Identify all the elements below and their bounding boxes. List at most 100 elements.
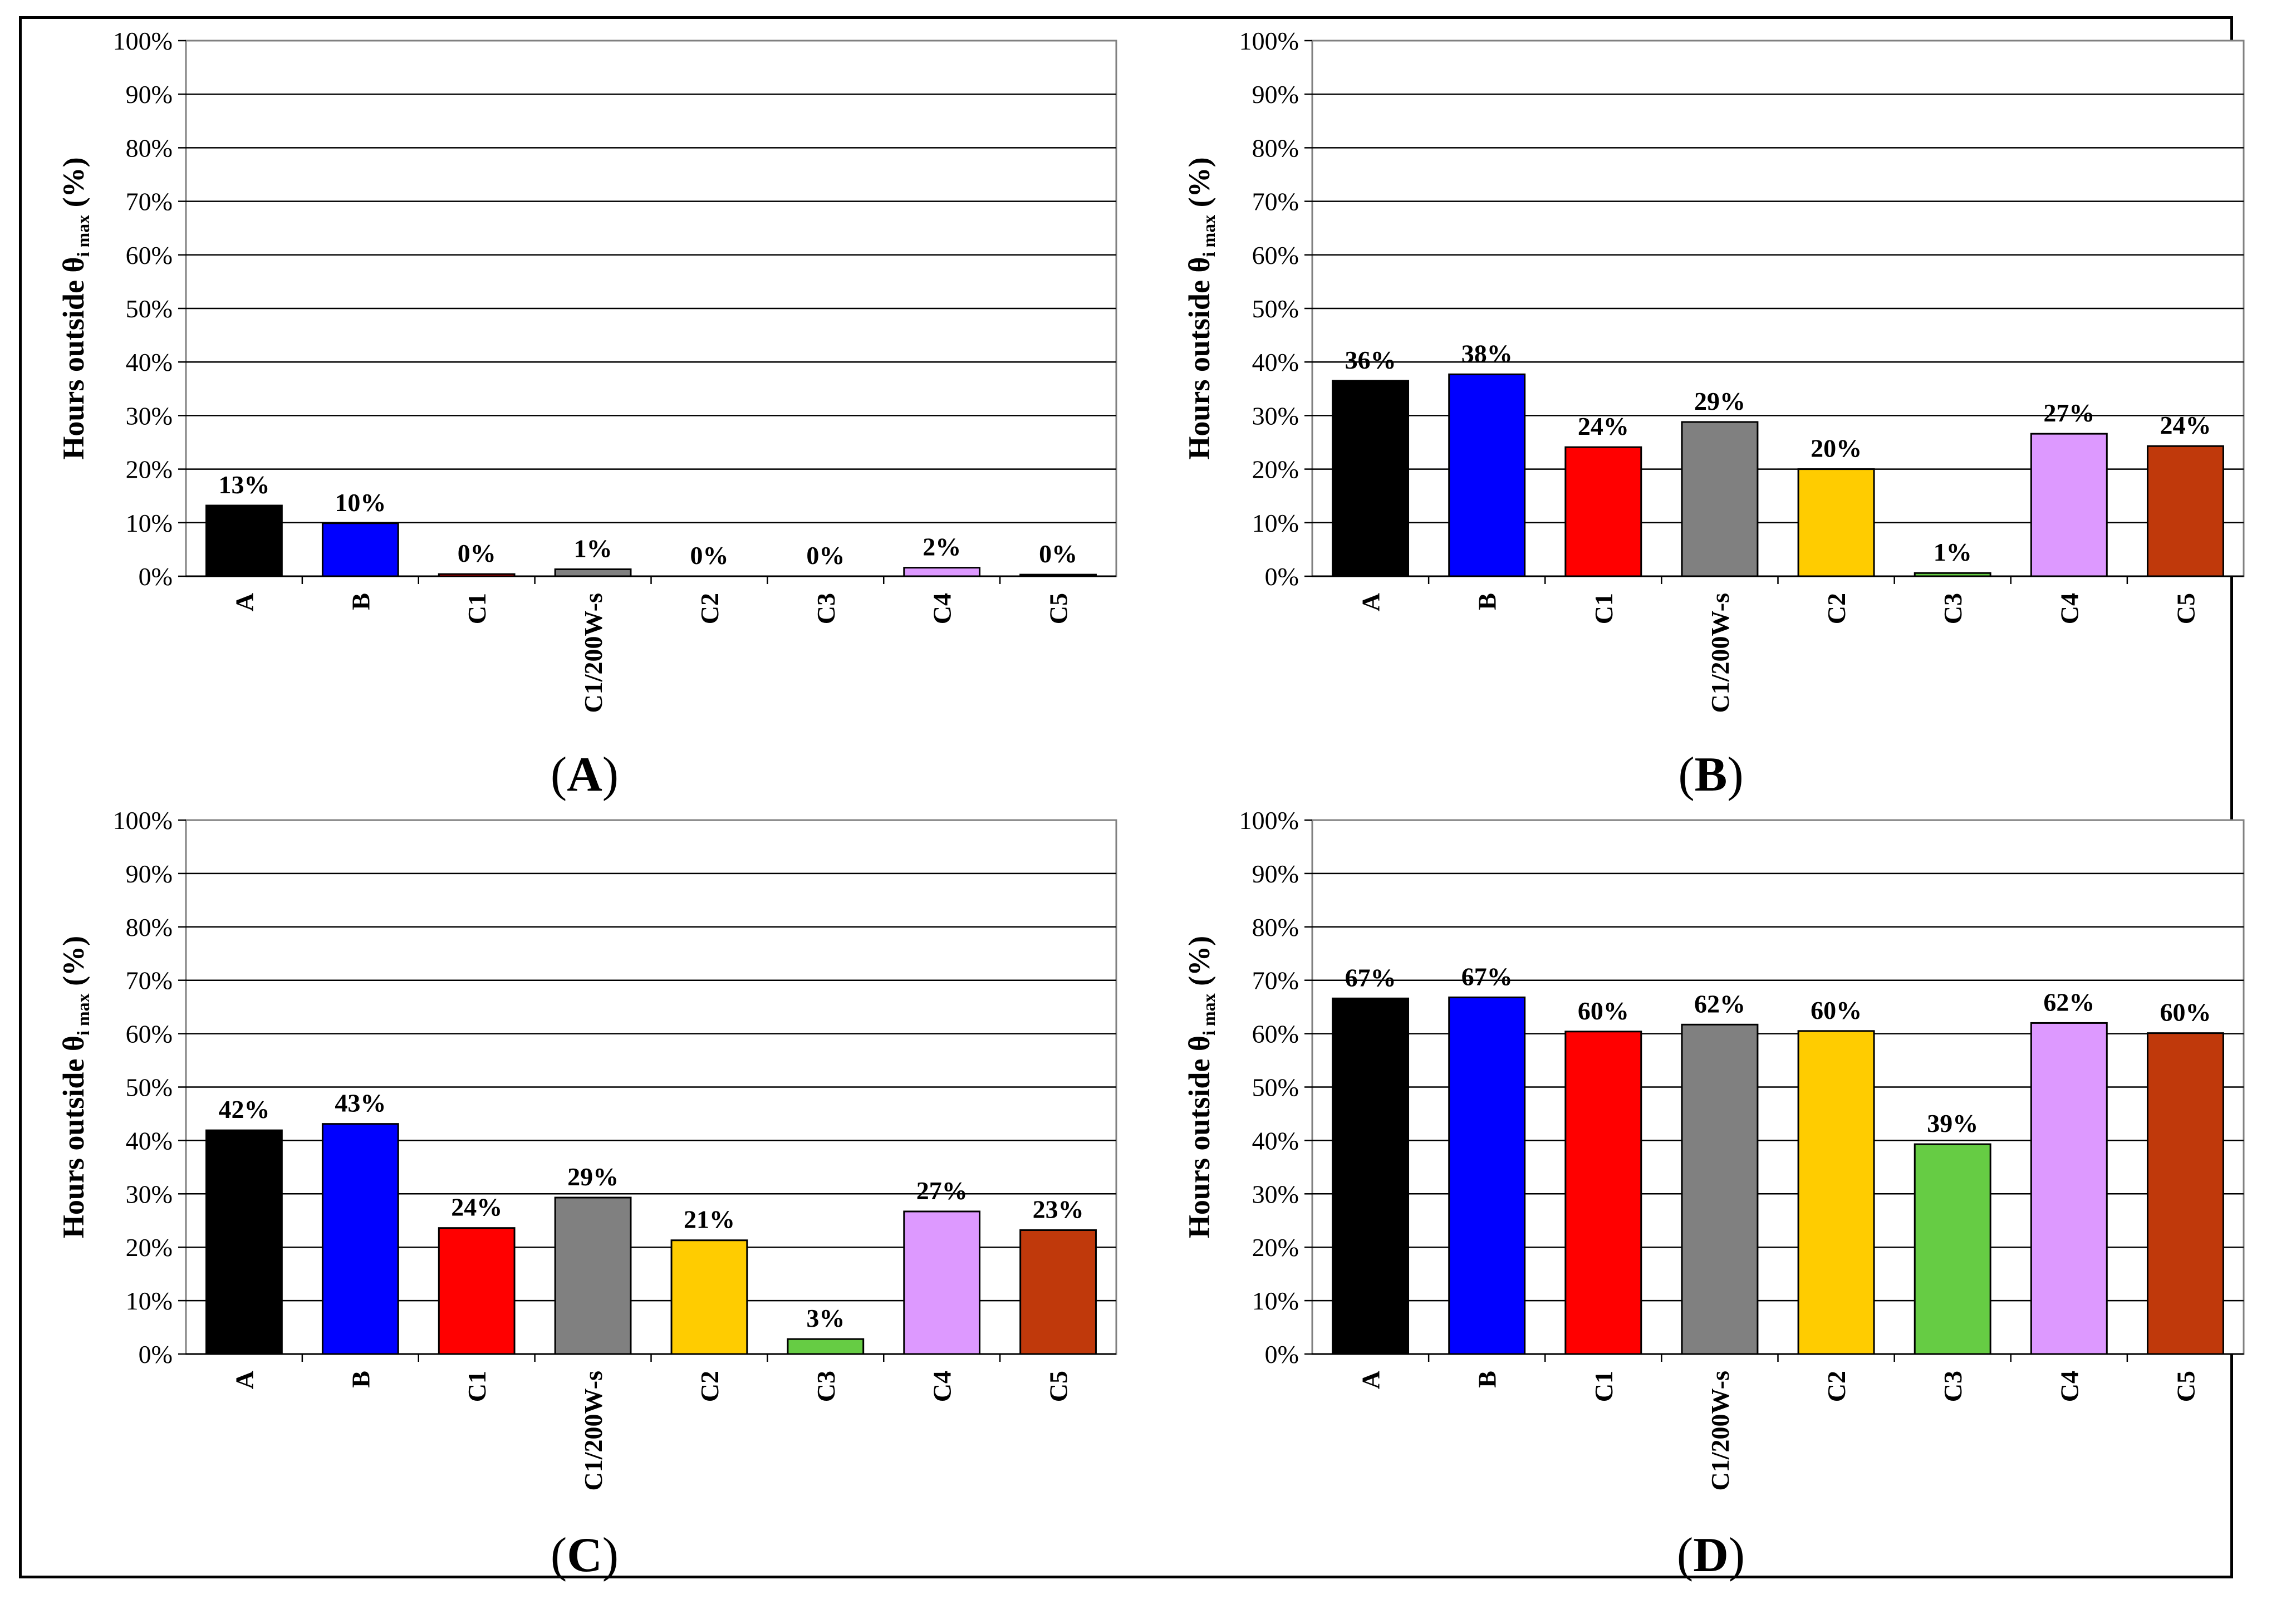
data-label: 27%: [916, 1176, 968, 1205]
data-label: 21%: [684, 1205, 735, 1234]
y-tick-label: 50%: [126, 295, 173, 323]
bar-c4: [903, 567, 981, 577]
data-label: 0%: [458, 539, 496, 567]
bar-c3: [1914, 572, 1991, 577]
bar-a: [205, 504, 283, 577]
bar-a: [205, 1129, 283, 1355]
x-category-label: C3: [1939, 593, 1967, 624]
y-tick-label: 30%: [126, 401, 173, 430]
y-tick-label: 0%: [139, 562, 173, 591]
chart-panel-d: 0% 10% 20% 30% 40% 50% 60% 70% 80% 90% 100% 67% A 67%…: [1183, 806, 2245, 1582]
x-category-label: B: [1473, 1371, 1502, 1388]
bar-c5: [2146, 1032, 2224, 1355]
x-category-label: B: [346, 1371, 375, 1388]
chart-panel-c: 0% 10% 20% 30% 40% 50% 60% 70% 80% 90% 100% 42% A 43%…: [57, 806, 1117, 1582]
y-tick-label: 50%: [126, 1073, 173, 1102]
y-tick-label: 90%: [126, 860, 173, 888]
panel-label: (A): [551, 748, 619, 802]
bar-b: [1448, 373, 1526, 577]
y-tick-label: 30%: [1252, 1180, 1299, 1208]
y-axis-label: Hours outside θi max (%): [1183, 157, 1219, 459]
x-category-label: C3: [812, 1371, 840, 1402]
data-label: 0%: [806, 541, 845, 570]
bar-c4: [2030, 433, 2108, 577]
data-label: 10%: [335, 488, 386, 517]
data-label: 0%: [1039, 539, 1077, 568]
x-category-label: C5: [1044, 593, 1073, 624]
data-label: 36%: [1345, 346, 1396, 374]
y-tick-label: 70%: [1252, 188, 1299, 216]
x-category-label: C1/200W-s: [1706, 593, 1734, 713]
data-label: 1%: [574, 534, 612, 562]
y-tick-label: 40%: [1252, 348, 1299, 376]
y-tick-label: 0%: [139, 1340, 173, 1368]
x-category-label: C1: [463, 593, 491, 624]
x-category-label: A: [230, 1371, 258, 1389]
bar-a: [1332, 997, 1410, 1355]
x-category-label: C4: [2055, 1371, 2083, 1402]
y-tick-label: 40%: [126, 1126, 173, 1155]
y-tick-label: 20%: [126, 455, 173, 484]
data-label: 60%: [1578, 997, 1629, 1025]
x-category-label: C4: [928, 1371, 956, 1402]
panel-label: (B): [1678, 748, 1743, 802]
bar-c1-200w-s: [1681, 1023, 1759, 1355]
y-tick-label: 10%: [126, 1287, 173, 1315]
bar-c1-200w-s: [554, 1196, 632, 1355]
y-tick-label: 30%: [126, 1180, 173, 1208]
y-tick-label: 70%: [126, 188, 173, 216]
x-category-label: A: [230, 593, 258, 611]
data-label: 0%: [690, 541, 728, 570]
y-tick-label: 60%: [126, 241, 173, 269]
bar-c1-200w-s: [1681, 421, 1759, 577]
data-label: 20%: [1811, 434, 1862, 463]
data-label: 67%: [1345, 963, 1396, 992]
data-label: 27%: [2043, 399, 2094, 427]
panel-label: (D): [1677, 1528, 1745, 1582]
y-tick-label: 100%: [113, 27, 173, 55]
data-label: 60%: [1811, 996, 1862, 1024]
data-label: 13%: [218, 470, 269, 499]
y-tick-label: 50%: [1252, 1073, 1299, 1102]
bar-c1: [1564, 446, 1642, 577]
y-tick-label: 50%: [1252, 295, 1299, 323]
bar-c2: [1797, 468, 1875, 577]
y-tick-label: 70%: [1252, 967, 1299, 995]
bar-c2: [670, 1239, 748, 1355]
x-category-label: A: [1357, 593, 1385, 611]
data-label: 2%: [923, 533, 961, 561]
x-category-label: C1: [1589, 593, 1618, 624]
x-category-label: C1: [463, 1371, 491, 1402]
bar-a: [1332, 380, 1410, 577]
bar-c5: [1019, 1229, 1097, 1355]
y-axis-label: Hours outside θi max (%): [1183, 936, 1219, 1238]
y-tick-label: 40%: [1252, 1126, 1299, 1155]
bar-c4: [2030, 1022, 2108, 1355]
x-category-label: C5: [2171, 1371, 2200, 1402]
data-label: 42%: [218, 1095, 269, 1124]
y-tick-label: 10%: [1252, 1287, 1299, 1315]
data-label: 43%: [335, 1089, 386, 1117]
y-tick-label: 30%: [1252, 401, 1299, 430]
y-tick-label: 20%: [1252, 1233, 1299, 1262]
x-category-label: C2: [1822, 1371, 1851, 1402]
y-tick-label: 10%: [126, 509, 173, 537]
x-category-label: B: [346, 593, 375, 610]
x-category-label: C3: [1939, 1371, 1967, 1402]
chart-panel-a: 0% 10% 20% 30% 40% 50% 60% 70% 80% 90% 100% 13% A 10%…: [57, 27, 1117, 802]
bar-c3: [787, 1338, 865, 1355]
y-tick-label: 70%: [126, 967, 173, 995]
x-category-label: C5: [2171, 593, 2200, 624]
bar-c5: [2146, 445, 2224, 577]
x-category-label: C5: [1044, 1371, 1073, 1402]
data-label: 62%: [1694, 989, 1745, 1018]
y-tick-label: 60%: [1252, 241, 1299, 269]
y-tick-label: 60%: [1252, 1020, 1299, 1048]
x-category-label: B: [1473, 593, 1502, 610]
data-label: 3%: [806, 1304, 845, 1332]
y-tick-label: 60%: [126, 1020, 173, 1048]
y-tick-label: 80%: [1252, 913, 1299, 941]
y-tick-label: 0%: [1265, 1340, 1299, 1368]
data-label: 60%: [2160, 998, 2211, 1027]
